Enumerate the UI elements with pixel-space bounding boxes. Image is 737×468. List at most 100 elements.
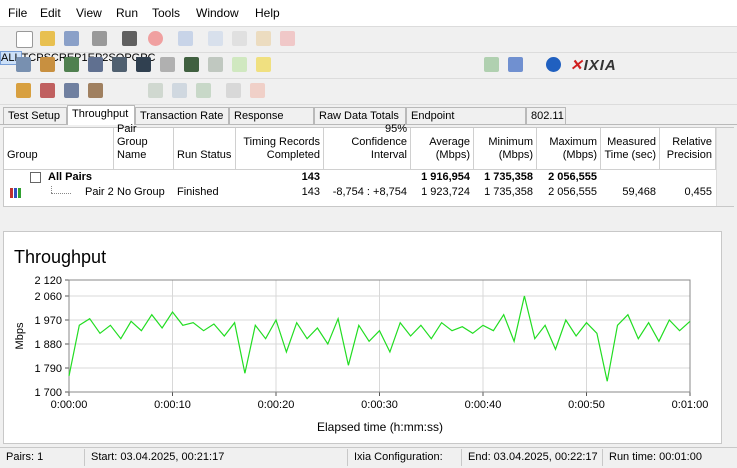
tool-icon[interactable]: [178, 31, 193, 46]
status-config: Ixia Configuration:: [347, 449, 443, 466]
info-icon[interactable]: [546, 57, 561, 72]
column-header[interactable]: Pair Group Name: [114, 123, 174, 170]
tool-icon[interactable]: [88, 57, 103, 72]
header-text: Run Status: [177, 149, 232, 161]
header-text: Maximum: [549, 136, 597, 148]
status-end: End: 03.04.2025, 00:22:17: [461, 449, 598, 466]
column-header[interactable]: Run Status: [174, 128, 236, 170]
tool-icon[interactable]: [136, 57, 151, 72]
column-header[interactable]: Relative Precision: [660, 128, 716, 170]
column-header[interactable]: Average (Mbps): [411, 128, 474, 170]
table-cell: No Group: [117, 186, 165, 198]
column-header[interactable]: Timing Records Completed: [236, 128, 324, 170]
y-tick-label: 1 790: [34, 363, 62, 375]
tab[interactable]: Throughput: [67, 105, 135, 125]
tab[interactable]: Raw Data Totals: [314, 107, 406, 124]
table-cell: 1 916,954: [421, 171, 470, 183]
toolbar: [0, 26, 737, 53]
column-header[interactable]: Group: [4, 128, 114, 170]
tool-icon[interactable]: [40, 83, 55, 98]
table-cell: All Pairs: [48, 171, 93, 183]
tab[interactable]: Transaction Rate: [135, 107, 229, 124]
tool-icon[interactable]: [88, 83, 103, 98]
tab[interactable]: Endpoint Configuration: [406, 107, 526, 139]
run-icon[interactable]: [122, 31, 137, 46]
tab[interactable]: Response Time: [229, 107, 314, 139]
table-cell: 143: [301, 171, 320, 183]
tree-line: [51, 186, 53, 193]
tool-icon[interactable]: [172, 83, 187, 98]
x-tick-label: 0:00:20: [258, 399, 295, 411]
chart-title: Throughput: [14, 247, 106, 267]
x-axis-label: Elapsed time (h:mm:ss): [317, 420, 443, 434]
scrollbar[interactable]: [716, 128, 734, 206]
header-text: Name: [117, 149, 147, 161]
tool-icon[interactable]: [280, 31, 295, 46]
header-text: Timing Records: [243, 136, 320, 148]
header-text: Minimum: [488, 136, 533, 148]
toolbar: [0, 78, 737, 105]
toolbar: ✕IXIA ALLTCPSCREP1EP2SQPGPC: [0, 51, 737, 79]
menu-item[interactable]: Help: [255, 6, 280, 20]
table-cell: -8,754 : +8,754: [332, 186, 407, 198]
tool-icon[interactable]: [184, 57, 199, 72]
tool-icon[interactable]: [232, 31, 247, 46]
header-text: Pair Group: [117, 123, 148, 148]
tab[interactable]: Test Setup: [3, 107, 67, 124]
tool-icon[interactable]: [112, 57, 127, 72]
tool-icon[interactable]: [160, 57, 175, 72]
header-text: 95% Confidence: [351, 123, 407, 148]
tool-icon[interactable]: [40, 57, 55, 72]
tab-border: [0, 124, 737, 125]
menu-item[interactable]: Tools: [152, 6, 181, 20]
new-icon[interactable]: [16, 31, 33, 48]
header-text: (Mbps): [498, 149, 533, 161]
column-header[interactable]: 95% Confidence Interval: [324, 123, 411, 170]
table-cell: 143: [301, 186, 320, 198]
x-tick-label: 0:00:00: [51, 399, 88, 411]
menu-item[interactable]: Edit: [40, 6, 61, 20]
header-text: Relative: [672, 136, 712, 148]
open-icon[interactable]: [40, 31, 55, 46]
menu-item[interactable]: Window: [196, 6, 239, 20]
table-cell: 1 735,358: [484, 186, 533, 198]
print-icon[interactable]: [92, 31, 107, 46]
y-tick-label: 1 700: [34, 387, 62, 399]
tool-icon[interactable]: [208, 57, 223, 72]
data-line: [68, 295, 691, 382]
tool-icon[interactable]: [232, 57, 247, 72]
scrollbar[interactable]: [722, 231, 734, 444]
tool-icon[interactable]: [250, 83, 265, 98]
stop-icon[interactable]: [148, 31, 163, 46]
x-tick-label: 0:00:30: [361, 399, 398, 411]
menu-item[interactable]: Run: [116, 6, 139, 20]
tool-icon[interactable]: [484, 57, 499, 72]
header-text: Completed: [266, 149, 320, 161]
menu-item[interactable]: View: [76, 6, 102, 20]
status-run-time: Run time: 00:01:00: [602, 449, 702, 466]
header-text: Average: [429, 136, 470, 148]
tab[interactable]: 802.11: [526, 107, 566, 124]
menu-item[interactable]: File: [8, 6, 28, 20]
header-text: Interval: [370, 149, 407, 161]
tool-icon[interactable]: [208, 31, 223, 46]
column-header[interactable]: Minimum (Mbps): [474, 128, 537, 170]
table-cell: 1 923,724: [421, 186, 470, 198]
tool-icon[interactable]: [256, 31, 271, 46]
tool-icon[interactable]: [16, 83, 31, 98]
tool-icon[interactable]: [148, 83, 163, 98]
tool-icon[interactable]: [64, 57, 79, 72]
collapse-box[interactable]: [30, 172, 41, 183]
tool-icon[interactable]: [196, 83, 211, 98]
tool-icon[interactable]: [226, 83, 241, 98]
y-tick-label: 2 120: [34, 275, 62, 287]
tool-icon[interactable]: [64, 83, 79, 98]
tool-icon[interactable]: [16, 57, 31, 72]
tool-icon[interactable]: [508, 57, 523, 72]
x-tick-label: 0:00:50: [568, 399, 605, 411]
column-header[interactable]: Measured Time (sec): [601, 128, 660, 170]
column-header[interactable]: Maximum (Mbps): [537, 128, 601, 170]
tool-icon[interactable]: [256, 57, 271, 72]
save-icon[interactable]: [64, 31, 79, 46]
